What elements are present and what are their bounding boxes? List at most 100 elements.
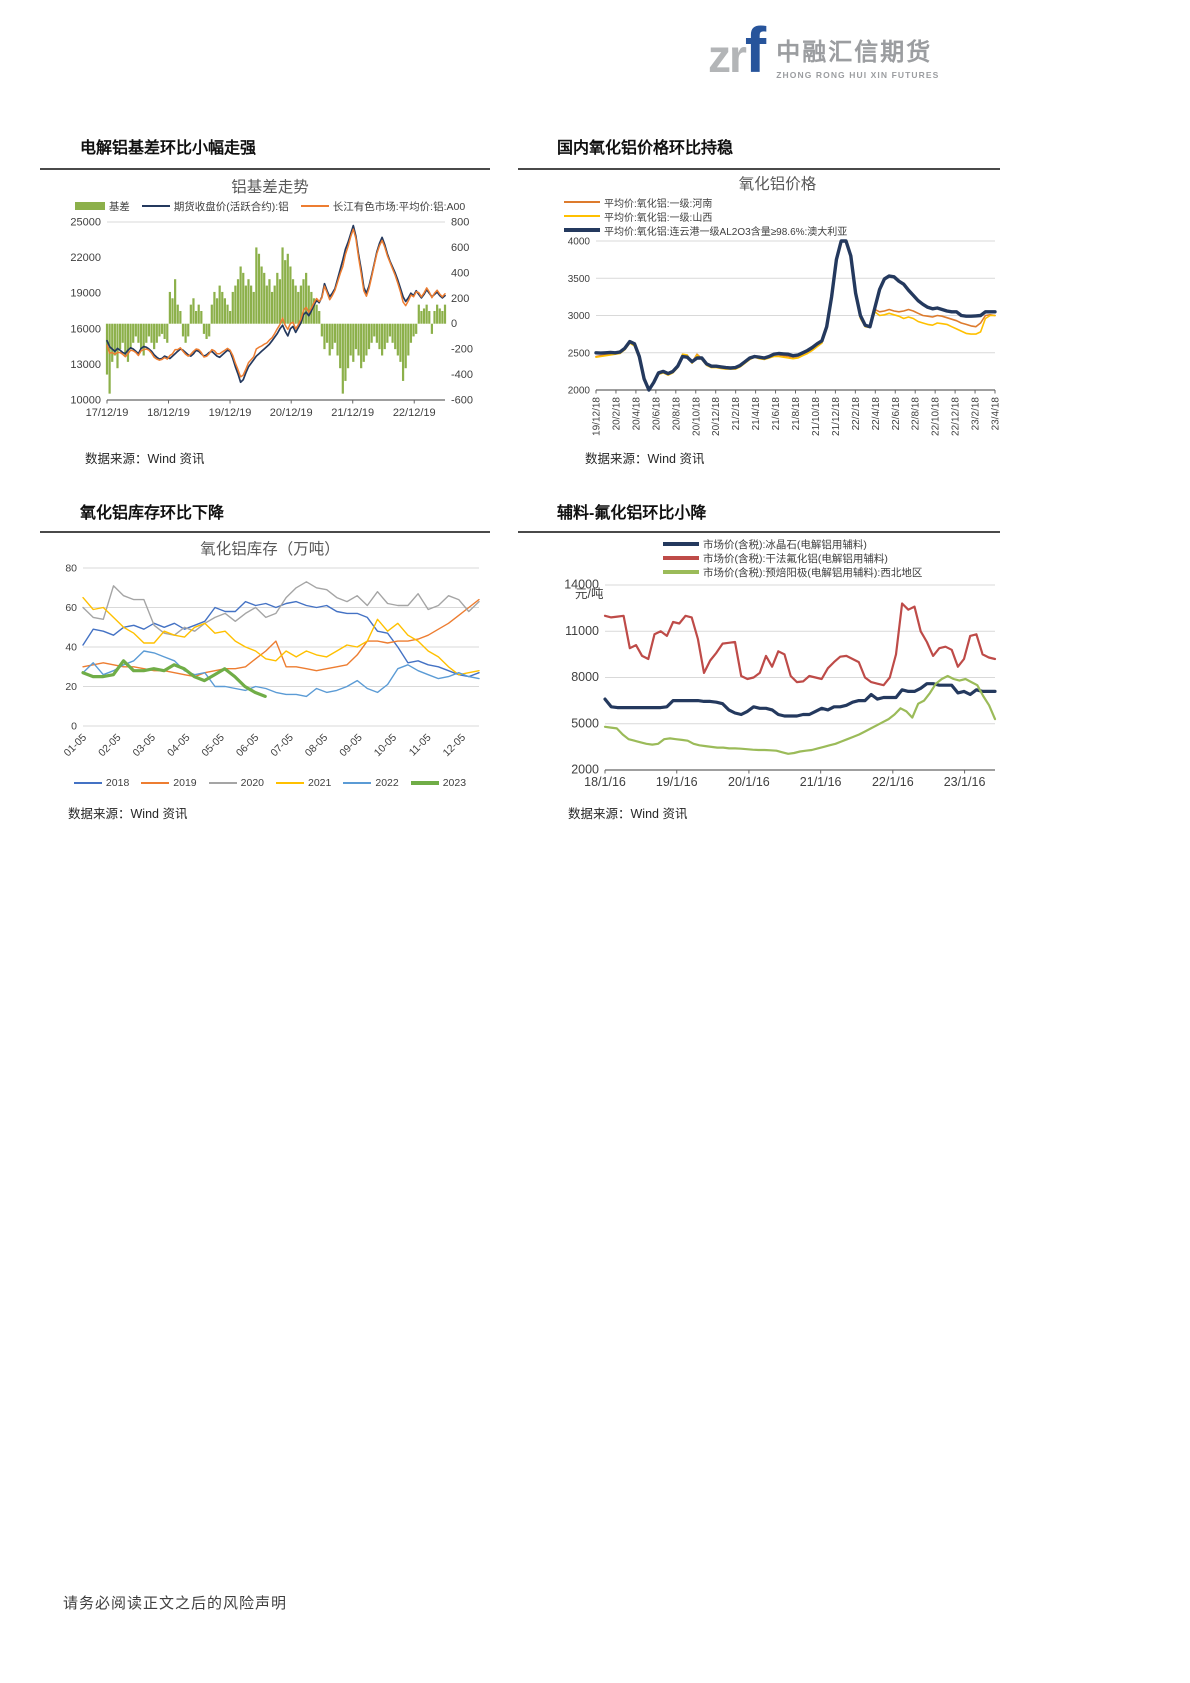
section-heading-inventory: 氧化铝库存环比下降 <box>80 505 225 522</box>
legend-item: 期货收盘价(活跃合约):铝 <box>141 199 289 214</box>
legend-item: 市场价(含税):冰晶石(电解铝用辅料) <box>663 537 1005 551</box>
legend-swatch <box>276 782 304 784</box>
svg-text:21/8/18: 21/8/18 <box>791 397 802 431</box>
svg-text:22/10/18: 22/10/18 <box>931 397 942 436</box>
legend-label: 市场价(含税):干法氟化铝(电解铝用辅料) <box>703 552 888 565</box>
svg-text:22/2/18: 22/2/18 <box>851 397 862 431</box>
svg-text:19000: 19000 <box>70 288 101 300</box>
legend-swatch <box>141 205 170 207</box>
chart-basis-trend: 铝基差走势 基差 期货收盘价(活跃合约):铝 长江有色市场:平均价:铝:A00 10… <box>45 178 495 431</box>
legend-item: 2021 <box>276 777 331 789</box>
svg-text:09-05: 09-05 <box>337 732 365 760</box>
legend-item: 市场价(含税):干法氟化铝(电解铝用辅料) <box>663 551 1005 565</box>
svg-text:04-05: 04-05 <box>165 732 193 760</box>
svg-text:3500: 3500 <box>568 274 591 285</box>
legend-label: 期货收盘价(活跃合约):铝 <box>173 200 289 213</box>
svg-text:2000: 2000 <box>568 386 591 397</box>
svg-text:20/4/18: 20/4/18 <box>631 397 642 431</box>
logo-company-name-cn: 中融汇信期货 <box>776 38 933 66</box>
divider-rule <box>40 168 490 170</box>
legend-swatch <box>410 781 439 785</box>
svg-text:01-05: 01-05 <box>62 732 90 760</box>
legend-item: 市场价(含税):预焙阳极(电解铝用辅料):西北地区 <box>663 565 1005 579</box>
chart-legend: 基差 期货收盘价(活跃合约):铝 长江有色市场:平均价:铝:A00 <box>45 198 495 214</box>
data-source-note: 数据来源：Wind 资讯 <box>85 452 205 466</box>
svg-text:22000: 22000 <box>70 252 101 264</box>
legend-label: 平均价:氧化铝:连云港一级AL2O3含量≥98.6%:澳大利亚 <box>604 226 848 238</box>
chart-alumina-inventory: 氧化铝库存（万吨） 0 20 40 60 80 01-05 02-05 03-05 04-05 0… <box>45 540 495 791</box>
data-source-note: 数据来源：Wind 资讯 <box>568 807 688 821</box>
svg-text:400: 400 <box>451 267 469 279</box>
svg-text:11000: 11000 <box>565 624 599 638</box>
svg-text:08-05: 08-05 <box>303 732 331 760</box>
section-heading-alumina-price: 国内氧化铝价格环比持稳 <box>557 140 734 157</box>
chart-title: 氧化铝库存（万吨） <box>200 541 340 558</box>
chart-svg: 2000 2500 3000 3500 4000 19/12/18 20/2/18 20/4/… <box>568 237 1002 436</box>
logo-wordmark-gray: zr <box>708 30 747 82</box>
legend-item: 2022 <box>343 777 399 789</box>
logo-company-block: 中融汇信期货 ZHONG RONG HUI XIN FUTURES <box>776 39 939 80</box>
svg-text:21/4/18: 21/4/18 <box>751 397 762 431</box>
svg-text:21/12/19: 21/12/19 <box>331 407 374 419</box>
svg-text:0: 0 <box>71 721 77 733</box>
legend-swatch <box>74 202 105 210</box>
svg-text:3000: 3000 <box>568 311 591 322</box>
legend-swatch <box>663 570 699 574</box>
legend-item: 平均价:氧化铝:连云港一级AL2O3含量≥98.6%:澳大利亚 <box>564 223 1005 238</box>
legend-swatch <box>73 782 102 784</box>
svg-text:22/6/18: 22/6/18 <box>891 397 902 431</box>
svg-text:05-05: 05-05 <box>199 732 227 760</box>
chart-canvas: 10000 13000 16000 19000 22000 25000 -600 -400 -2… <box>45 214 495 431</box>
svg-text:20/6/18: 20/6/18 <box>651 397 662 431</box>
svg-text:20/1/16: 20/1/16 <box>728 775 770 789</box>
svg-text:21/1/16: 21/1/16 <box>800 775 842 789</box>
legend-item: 长江有色市场:平均价:铝:A00 <box>300 199 465 214</box>
svg-text:10000: 10000 <box>70 395 101 407</box>
legend-swatch <box>564 215 600 217</box>
axis-unit-label: 元/吨 <box>575 587 604 601</box>
company-logo: zrf 中融汇信期货 ZHONG RONG HUI XIN FUTURES <box>708 18 939 98</box>
svg-text:21/12/18: 21/12/18 <box>831 397 842 436</box>
svg-text:2500: 2500 <box>568 348 591 359</box>
legend-swatch <box>141 782 170 784</box>
svg-text:80: 80 <box>65 563 77 575</box>
svg-text:13000: 13000 <box>70 359 101 371</box>
legend-label: 平均价:氧化铝:一级:河南 <box>604 198 713 210</box>
svg-text:22/12/19: 22/12/19 <box>393 407 436 419</box>
svg-text:-600: -600 <box>451 395 473 407</box>
chart-alumina-price: 氧化铝价格 平均价:氧化铝:一级:河南 平均价:氧化铝:一级:山西 平均价:氧化铝:… <box>550 175 1005 447</box>
svg-text:5000: 5000 <box>571 716 599 730</box>
svg-text:11-05: 11-05 <box>407 732 434 759</box>
svg-text:800: 800 <box>451 217 469 229</box>
svg-text:02-05: 02-05 <box>96 732 124 760</box>
svg-text:23/1/16: 23/1/16 <box>944 775 986 789</box>
legend-label: 2022 <box>375 777 399 789</box>
svg-text:-200: -200 <box>451 344 473 356</box>
chart-svg: 10000 13000 16000 19000 22000 25000 -600 -400 -2… <box>70 217 473 420</box>
divider-rule <box>40 531 490 533</box>
chart-title: 铝基差走势 <box>231 179 309 196</box>
svg-text:12-05: 12-05 <box>441 732 469 760</box>
chart-canvas: 2000 2500 3000 3500 4000 19/12/18 20/2/18 20/4/… <box>550 237 1005 447</box>
svg-text:2000: 2000 <box>571 763 599 777</box>
svg-text:07-05: 07-05 <box>268 732 296 760</box>
svg-text:19/12/19: 19/12/19 <box>209 407 252 419</box>
data-source-note: 数据来源：Wind 资讯 <box>68 807 188 821</box>
svg-text:-400: -400 <box>451 369 473 381</box>
divider-rule <box>518 168 1000 170</box>
svg-text:21/10/18: 21/10/18 <box>811 397 822 436</box>
legend-item: 2019 <box>141 777 197 789</box>
svg-text:20/12/18: 20/12/18 <box>711 397 722 436</box>
chart-legend: 平均价:氧化铝:一级:河南 平均价:氧化铝:一级:山西 平均价:氧化铝:连云港一级A… <box>564 195 1005 238</box>
section-heading-basis: 电解铝基差环比小幅走强 <box>80 140 257 157</box>
svg-text:19/1/16: 19/1/16 <box>656 775 698 789</box>
divider-rule <box>518 531 1000 533</box>
legend-item: 2023 <box>410 777 466 789</box>
svg-text:22/1/16: 22/1/16 <box>872 775 914 789</box>
logo-wordmark: zrf <box>708 18 766 98</box>
legend-swatch <box>564 201 600 203</box>
svg-text:16000: 16000 <box>70 323 101 335</box>
svg-text:20: 20 <box>65 681 77 693</box>
